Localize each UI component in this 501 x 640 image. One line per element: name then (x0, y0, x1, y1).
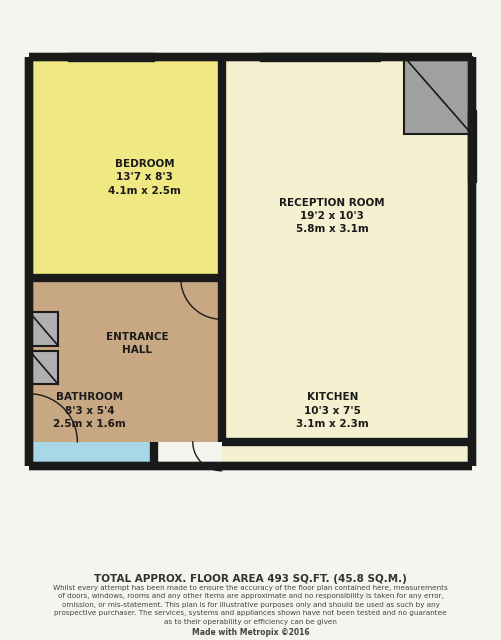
Text: Made with Metropix ©2016: Made with Metropix ©2016 (192, 628, 309, 637)
Bar (29, 351, 58, 384)
Bar (468, 110, 475, 182)
Bar (404, 57, 472, 134)
Bar (29, 442, 154, 466)
Bar (68, 53, 154, 61)
Text: TOTAL APPROX. FLOOR AREA 493 SQ.FT. (45.8 SQ.M.): TOTAL APPROX. FLOOR AREA 493 SQ.FT. (45.… (94, 574, 407, 584)
Text: KITCHEN
10'3 x 7'5
3.1m x 2.3m: KITCHEN 10'3 x 7'5 3.1m x 2.3m (296, 392, 369, 429)
Bar (68, 55, 154, 60)
Text: RECEPTION ROOM
19'2 x 10'3
5.8m x 3.1m: RECEPTION ROOM 19'2 x 10'3 5.8m x 3.1m (280, 198, 385, 234)
Bar (221, 57, 472, 442)
Bar (29, 312, 58, 346)
Bar (221, 442, 472, 466)
Text: ENTRANCE
HALL: ENTRANCE HALL (106, 332, 169, 355)
Text: BEDROOM
13'7 x 8'3
4.1m x 2.5m: BEDROOM 13'7 x 8'3 4.1m x 2.5m (108, 159, 181, 196)
Bar (260, 53, 380, 61)
Text: Whilst every attempt has been made to ensure the accuracy of the floor plan cont: Whilst every attempt has been made to en… (53, 585, 448, 625)
Text: BATHROOM
8'3 x 5'4
2.5m x 1.6m: BATHROOM 8'3 x 5'4 2.5m x 1.6m (53, 392, 126, 429)
Bar (29, 57, 221, 278)
Bar (29, 278, 221, 442)
